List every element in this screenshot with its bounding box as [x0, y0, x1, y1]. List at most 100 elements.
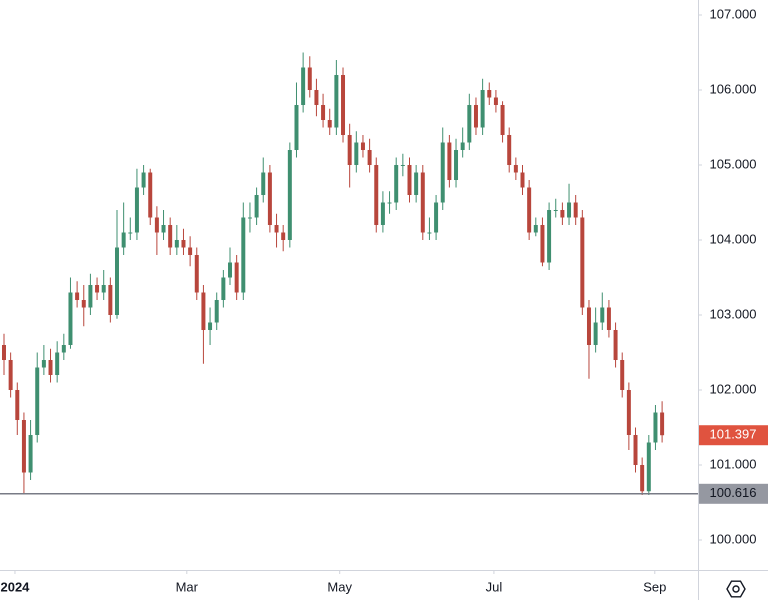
candle-body [334, 75, 339, 128]
candle-body [626, 390, 631, 435]
last-price-box [699, 425, 768, 446]
candle-body [600, 307, 605, 323]
candle-body [8, 360, 13, 390]
candle-body [533, 225, 538, 233]
settings-icon-dot[interactable] [732, 585, 740, 593]
x-tick-label: Sep [643, 579, 666, 594]
settings-icon-shape[interactable] [726, 580, 746, 598]
candle-body [347, 135, 352, 165]
candle-body [593, 322, 598, 345]
candle-body [613, 330, 618, 360]
candle-body [21, 420, 26, 473]
candle-body [573, 202, 578, 218]
candle-body [321, 105, 326, 120]
candle-body [307, 67, 312, 90]
candle-body [194, 255, 199, 293]
y-tick-label: 104.000 [710, 231, 757, 246]
candle-body [427, 232, 432, 234]
candle-body [234, 262, 239, 293]
candle-body [174, 240, 179, 248]
candle-body [81, 300, 86, 308]
candle-body [547, 210, 552, 263]
candle-body [467, 105, 472, 143]
candle-body [214, 300, 219, 323]
candle-body [553, 210, 558, 211]
hline-label-box [699, 483, 768, 504]
candle-body [101, 285, 106, 293]
candle-body [586, 307, 591, 345]
candle-body [15, 390, 20, 420]
candle-body [454, 150, 459, 180]
candle-body [440, 142, 445, 203]
x-tick-label: Jul [486, 579, 503, 594]
candle-body [387, 202, 392, 204]
candle-body [281, 232, 286, 240]
candle-body [434, 202, 439, 233]
last-price-label: 101.397 [710, 427, 757, 442]
candle-body [380, 202, 385, 225]
candle-body [500, 105, 505, 135]
candle-body [68, 292, 73, 345]
x-tick-label: May [327, 579, 352, 594]
candle-body [188, 247, 193, 255]
candle-body [95, 285, 100, 293]
candle-body [400, 165, 405, 166]
candle-body [35, 367, 40, 435]
candle-body [154, 217, 159, 233]
candle-body [148, 172, 153, 218]
x-tick-label: Mar [176, 579, 199, 594]
y-tick-label: 105.000 [710, 156, 757, 171]
candle-body [507, 135, 512, 165]
candle-body [88, 285, 93, 308]
hline-label: 100.616 [710, 485, 757, 500]
candle-body [487, 90, 492, 98]
candle-body [48, 360, 53, 375]
candle-body [61, 345, 66, 353]
candle-body [254, 195, 259, 218]
candle-body [520, 172, 525, 188]
candle-body [274, 225, 279, 233]
candle-body [414, 172, 419, 195]
candle-body [341, 75, 346, 135]
candle-body [128, 232, 133, 234]
y-tick-label: 102.000 [710, 381, 757, 396]
y-tick-label: 106.000 [710, 81, 757, 96]
candle-body [301, 67, 306, 105]
candle-body [241, 217, 246, 293]
candle-body [480, 90, 485, 128]
candle-body [660, 412, 665, 436]
candle-body [294, 105, 299, 150]
candle-body [646, 442, 651, 492]
candle-body [161, 225, 166, 233]
candle-body [374, 165, 379, 225]
candle-body [560, 210, 565, 218]
candle-body [540, 225, 545, 263]
candle-body [653, 412, 658, 443]
y-tick-label: 107.000 [710, 6, 757, 21]
candle-body [327, 120, 332, 128]
candle-body [360, 142, 365, 150]
candle-body [134, 187, 139, 233]
candle-body [121, 232, 126, 248]
candle-body [493, 97, 498, 105]
candle-body [221, 277, 226, 300]
candle-body [527, 187, 532, 233]
candle-body [41, 360, 46, 368]
candle-body [473, 105, 478, 128]
x-tick-label: 2024 [0, 579, 30, 594]
y-tick-label: 101.000 [710, 456, 757, 471]
candle-body [640, 465, 645, 492]
candle-body [314, 90, 319, 105]
candle-body [75, 292, 80, 300]
candle-body [181, 240, 186, 248]
candle-body [261, 172, 266, 195]
candle-body [267, 172, 272, 225]
y-tick-label: 103.000 [710, 306, 757, 321]
candle-body [606, 307, 611, 330]
settings-icon[interactable] [726, 580, 746, 598]
candle-body [228, 262, 233, 278]
candle-body [287, 150, 292, 240]
candle-body [28, 435, 33, 473]
candle-body [115, 247, 119, 315]
